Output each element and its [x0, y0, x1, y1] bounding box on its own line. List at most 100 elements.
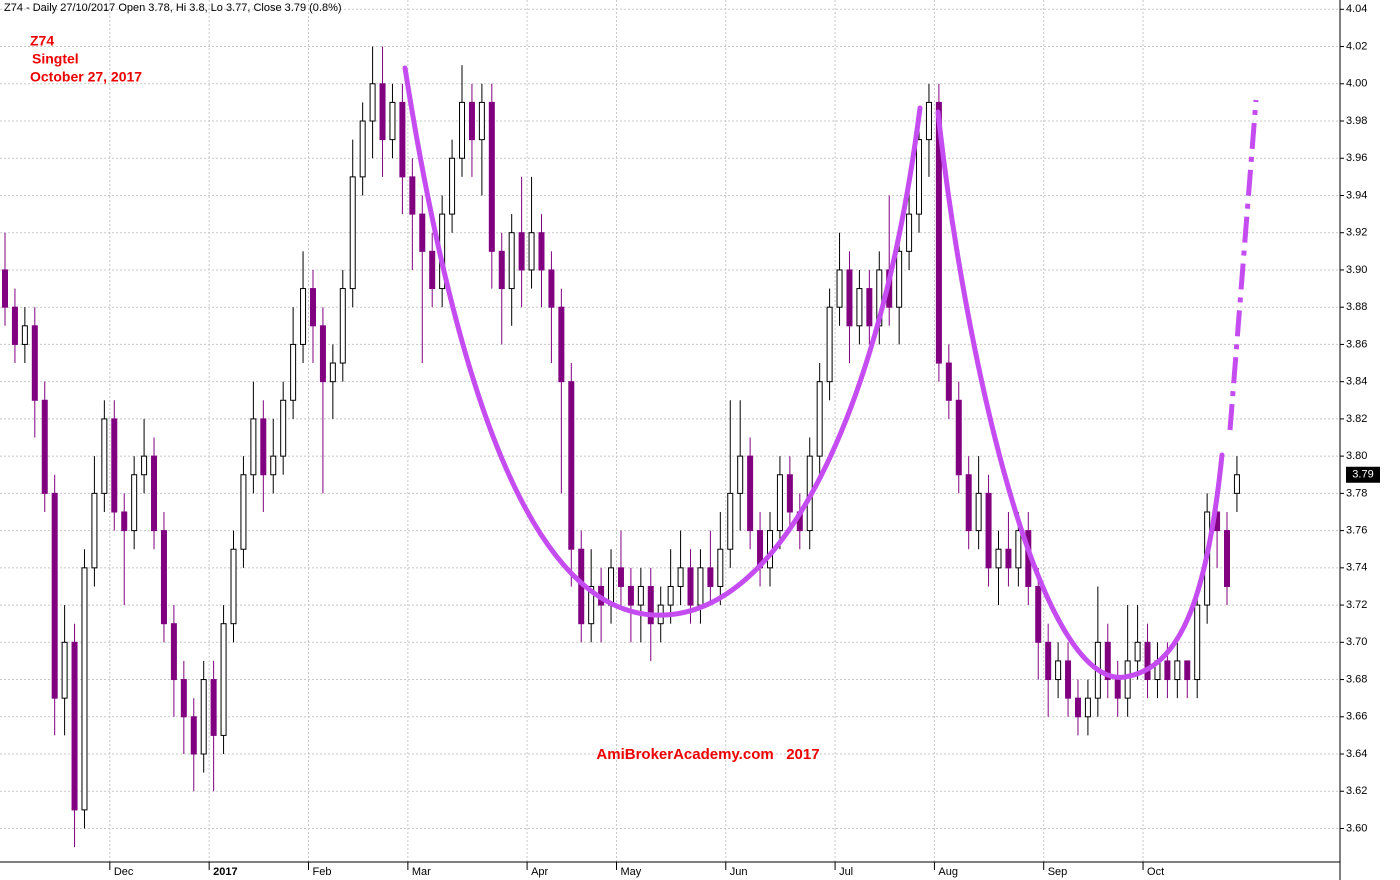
- candle-body: [608, 567, 615, 606]
- x-tick-label: Feb: [313, 866, 332, 878]
- candle-body: [51, 492, 58, 699]
- candle-body: [687, 567, 694, 606]
- candle-body: [866, 288, 873, 327]
- candle-body: [667, 585, 674, 606]
- candle-body: [727, 492, 734, 550]
- candle-body: [627, 585, 634, 606]
- x-tick-label: Mar: [412, 866, 431, 878]
- cup-curve: [402, 65, 923, 618]
- annotation: October 27, 2017: [30, 69, 142, 85]
- y-tick-label: 4.04: [1346, 3, 1367, 15]
- y-tick-label: 3.88: [1346, 301, 1367, 313]
- candle-body: [548, 269, 555, 308]
- candle-body: [955, 399, 962, 476]
- x-tick-label: 2017: [213, 866, 237, 878]
- candle-body: [141, 455, 148, 476]
- candle-body: [250, 418, 257, 476]
- candle-body: [409, 176, 416, 215]
- x-tick-label: Sep: [1048, 866, 1068, 878]
- candle-body: [568, 381, 575, 550]
- y-tick-label: 3.98: [1346, 115, 1367, 127]
- x-tick-label: Jul: [839, 866, 853, 878]
- candle-body: [2, 269, 8, 308]
- candle-body: [21, 325, 28, 345]
- candle-body: [1124, 660, 1131, 699]
- candle-body: [111, 418, 118, 513]
- candle-body: [200, 679, 207, 755]
- candle-body: [1104, 641, 1111, 681]
- y-tick-label: 3.78: [1346, 487, 1367, 499]
- y-tick-label: 3.96: [1346, 152, 1367, 164]
- candle-body: [508, 232, 515, 290]
- candle-body: [359, 120, 366, 178]
- candle-body: [856, 288, 863, 327]
- candle-body: [538, 232, 545, 271]
- candle-body: [488, 101, 495, 252]
- candle-body: [617, 567, 624, 587]
- candle-body: [230, 548, 237, 625]
- candle-body: [925, 101, 932, 141]
- candle-body: [975, 492, 982, 532]
- candle-body: [71, 641, 78, 811]
- candle-body: [985, 492, 992, 569]
- candle-body: [81, 567, 88, 811]
- candle-body: [280, 399, 287, 457]
- candle-body: [647, 585, 654, 625]
- candle-body: [478, 101, 485, 141]
- candle-body: [319, 325, 326, 383]
- candle-body: [836, 269, 843, 308]
- candle-body: [339, 288, 346, 364]
- candle-body: [826, 306, 833, 383]
- candle-body: [190, 716, 197, 755]
- candle-body: [210, 679, 217, 736]
- y-tick-label: 3.92: [1346, 227, 1367, 239]
- candle-body: [449, 157, 456, 215]
- y-tick-label: 3.84: [1346, 376, 1367, 388]
- candle-body: [31, 325, 38, 401]
- candle-body: [916, 139, 923, 215]
- candle-body: [558, 306, 565, 383]
- candle-body: [1194, 604, 1201, 681]
- candle-body: [429, 250, 436, 290]
- y-tick-label: 3.86: [1346, 338, 1367, 350]
- candle-body: [1015, 530, 1022, 569]
- candle-body: [1084, 697, 1091, 718]
- candle-body: [389, 101, 396, 141]
- y-tick-label: 4.00: [1346, 78, 1367, 90]
- candle-body: [270, 455, 277, 476]
- y-tick-label: 3.74: [1346, 562, 1367, 574]
- candle-body: [906, 213, 913, 252]
- y-tick-label: 3.76: [1346, 525, 1367, 537]
- x-tick-label: Dec: [114, 866, 134, 878]
- candle-body: [399, 101, 406, 178]
- candle-body: [379, 83, 386, 141]
- candle-body: [468, 101, 475, 141]
- candle-body: [459, 101, 466, 159]
- candle-body: [697, 567, 704, 606]
- watermark: AmiBrokerAcademy.com 2017: [596, 746, 819, 763]
- candle-body: [1074, 697, 1081, 718]
- candle-body: [935, 101, 942, 364]
- candle-body: [1134, 641, 1141, 662]
- cup-curve: [935, 109, 1225, 680]
- y-tick-label: 3.82: [1346, 413, 1367, 425]
- candle-body: [896, 250, 903, 308]
- candle-body: [528, 232, 535, 271]
- candle-body: [637, 585, 644, 606]
- breakout-line: [1227, 99, 1259, 431]
- y-tick-label: 4.02: [1346, 40, 1367, 52]
- candle-body: [1233, 474, 1240, 494]
- candle-body: [677, 567, 684, 587]
- annotation: Singtel: [32, 51, 79, 67]
- candle-body: [707, 567, 714, 587]
- candle-body: [290, 343, 297, 401]
- candle-body: [1005, 548, 1012, 569]
- candle-body: [61, 641, 68, 699]
- candle-body: [945, 362, 952, 401]
- y-tick-label: 3.80: [1346, 450, 1367, 462]
- candle-body: [180, 679, 187, 718]
- x-tick-label: Oct: [1147, 866, 1164, 878]
- y-tick-label: 3.94: [1346, 189, 1367, 201]
- candle-body: [131, 474, 138, 532]
- annotation: Z74: [30, 33, 54, 49]
